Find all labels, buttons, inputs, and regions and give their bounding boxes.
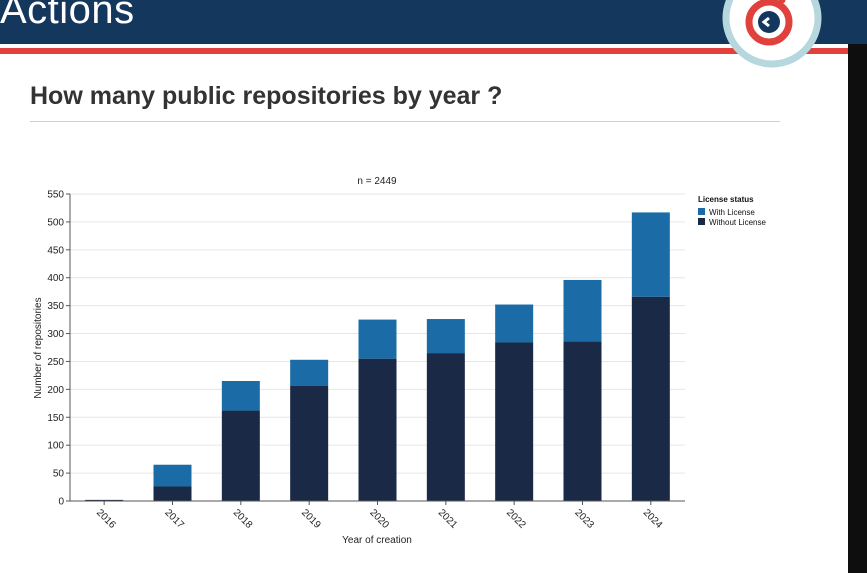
bar-without-license-2022	[495, 342, 534, 501]
bar-without-license-2018	[221, 410, 260, 501]
x-tick-label: 2023	[572, 507, 596, 531]
legend-swatch-without-license	[698, 218, 705, 225]
x-tick-label: 2020	[367, 507, 391, 531]
y-tick-label: 450	[47, 245, 64, 256]
chart-title: n = 2449	[357, 176, 397, 187]
y-tick-label: 300	[47, 329, 64, 340]
bar-without-license-2017	[153, 486, 192, 501]
y-axis-label: Number of repositories	[33, 297, 44, 398]
y-tick-label: 0	[58, 497, 64, 508]
x-tick-label: 2019	[299, 507, 323, 531]
bar-without-license-2021	[426, 353, 465, 501]
legend-label-without-license: Without License	[709, 218, 766, 227]
y-tick-label: 150	[47, 413, 64, 424]
bar-with-license-2020	[358, 319, 397, 359]
legend-label-with-license: With License	[709, 208, 755, 217]
x-tick-label: 2021	[436, 507, 460, 531]
slide-title: How many public repositories by year ?	[30, 82, 503, 110]
y-tick-label: 200	[47, 385, 64, 396]
x-tick-label: 2016	[94, 507, 118, 531]
bar-with-license-2017	[153, 464, 192, 487]
x-axis-label: Year of creation	[342, 535, 412, 546]
x-tick-label: 2022	[504, 507, 528, 531]
bar-with-license-2023	[563, 279, 602, 342]
y-ticks: 0 50 100 150 200 250 300 350 400 450 500 550	[47, 190, 70, 508]
bar-without-license-2019	[290, 386, 329, 501]
bar-with-license-2022	[495, 304, 534, 343]
bars-layer	[85, 212, 670, 501]
bar-without-license-2023	[563, 341, 602, 501]
legend-title: License status	[698, 195, 754, 204]
bar-with-license-2024	[631, 212, 670, 297]
bar-without-license-2020	[358, 358, 397, 501]
x-ticks: 2016 2017 2018 2019 2020 2021 2022 2023 2024	[94, 501, 665, 531]
title-divider	[30, 121, 780, 122]
y-tick-label: 550	[47, 190, 64, 201]
screen-edge	[848, 44, 867, 573]
header-stripe-red	[0, 48, 867, 54]
bar-with-license-2021	[426, 319, 465, 354]
y-tick-label: 500	[47, 217, 64, 228]
x-tick-label: 2017	[162, 507, 186, 531]
legend: License status With License Without Lice…	[698, 195, 766, 227]
y-tick-label: 50	[53, 469, 65, 480]
bar-with-license-2018	[221, 380, 260, 411]
y-tick-label: 400	[47, 273, 64, 284]
header-title: Actions	[0, 0, 135, 32]
x-tick-label: 2018	[231, 507, 255, 531]
y-tick-label: 100	[47, 441, 64, 452]
header-stripe-white	[0, 44, 867, 48]
logo-icon	[722, 0, 822, 68]
header-bar	[0, 0, 867, 44]
bar-without-license-2024	[631, 296, 670, 501]
bar-without-license-2016	[85, 499, 124, 501]
y-tick-label: 250	[47, 357, 64, 368]
y-tick-label: 350	[47, 301, 64, 312]
bar-with-license-2019	[290, 359, 329, 387]
legend-swatch-with-license	[698, 208, 705, 215]
x-tick-label: 2024	[641, 507, 665, 531]
